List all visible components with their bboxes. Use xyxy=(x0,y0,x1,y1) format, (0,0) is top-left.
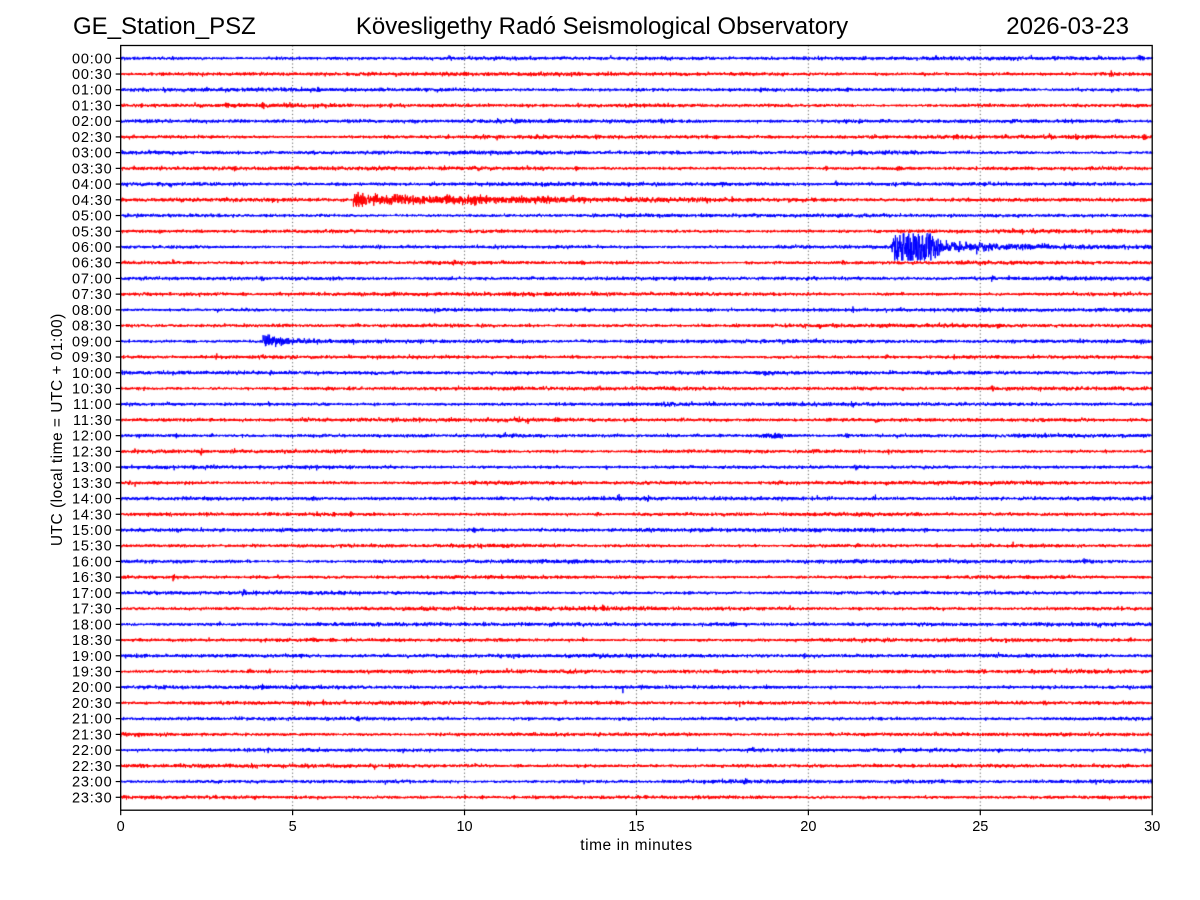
svg-text:03:30: 03:30 xyxy=(72,161,113,177)
svg-text:21:30: 21:30 xyxy=(72,727,113,743)
svg-text:22:00: 22:00 xyxy=(72,743,113,759)
svg-text:17:30: 17:30 xyxy=(72,602,113,618)
svg-text:01:30: 01:30 xyxy=(72,98,113,114)
svg-text:06:00: 06:00 xyxy=(72,240,113,256)
svg-text:06:30: 06:30 xyxy=(72,256,113,272)
svg-text:20: 20 xyxy=(800,819,816,835)
svg-text:10: 10 xyxy=(456,819,472,835)
svg-text:05:30: 05:30 xyxy=(72,224,113,240)
svg-text:10:30: 10:30 xyxy=(72,381,113,397)
svg-text:02:30: 02:30 xyxy=(72,130,113,146)
svg-text:03:00: 03:00 xyxy=(72,146,113,162)
svg-text:09:00: 09:00 xyxy=(72,334,113,350)
svg-text:11:00: 11:00 xyxy=(73,397,112,413)
svg-text:16:30: 16:30 xyxy=(72,570,113,586)
svg-text:07:30: 07:30 xyxy=(72,287,113,303)
svg-text:19:00: 19:00 xyxy=(72,649,113,665)
svg-text:18:00: 18:00 xyxy=(72,617,113,633)
svg-text:5: 5 xyxy=(289,819,297,835)
svg-text:19:30: 19:30 xyxy=(72,664,113,680)
svg-text:30: 30 xyxy=(1144,819,1160,835)
svg-text:05:00: 05:00 xyxy=(72,209,113,225)
svg-text:04:30: 04:30 xyxy=(72,193,113,209)
svg-text:02:00: 02:00 xyxy=(72,114,113,130)
svg-text:18:30: 18:30 xyxy=(72,633,113,649)
svg-text:15:30: 15:30 xyxy=(72,539,113,555)
svg-text:0: 0 xyxy=(117,819,125,835)
svg-text:14:00: 14:00 xyxy=(72,492,113,508)
svg-text:00:00: 00:00 xyxy=(72,51,113,67)
svg-text:UTC (local time = UTC + 01:00): UTC (local time = UTC + 01:00) xyxy=(49,313,66,546)
svg-text:23:30: 23:30 xyxy=(72,790,113,806)
svg-text:09:30: 09:30 xyxy=(72,350,113,366)
svg-text:04:00: 04:00 xyxy=(72,177,113,193)
svg-text:12:30: 12:30 xyxy=(72,444,113,460)
svg-text:2026-03-23: 2026-03-23 xyxy=(1006,13,1129,40)
svg-text:13:30: 13:30 xyxy=(72,476,113,492)
svg-text:15:00: 15:00 xyxy=(72,523,113,539)
svg-text:11:30: 11:30 xyxy=(73,413,112,429)
svg-text:Kövesligethy Radó Seismologica: Kövesligethy Radó Seismological Observat… xyxy=(356,13,848,40)
svg-text:10:00: 10:00 xyxy=(72,366,113,382)
svg-text:12:00: 12:00 xyxy=(72,429,113,445)
svg-text:20:00: 20:00 xyxy=(72,680,113,696)
svg-text:25: 25 xyxy=(972,819,988,835)
svg-text:21:00: 21:00 xyxy=(72,712,113,728)
svg-text:16:00: 16:00 xyxy=(72,554,113,570)
svg-text:07:00: 07:00 xyxy=(72,271,113,287)
svg-text:08:00: 08:00 xyxy=(72,303,113,319)
svg-text:time in minutes: time in minutes xyxy=(580,837,692,854)
svg-text:01:00: 01:00 xyxy=(72,83,113,99)
svg-text:GE_Station_PSZ: GE_Station_PSZ xyxy=(73,13,256,40)
svg-text:22:30: 22:30 xyxy=(72,759,113,775)
svg-text:15: 15 xyxy=(628,819,644,835)
svg-text:20:30: 20:30 xyxy=(72,696,113,712)
svg-text:13:00: 13:00 xyxy=(72,460,113,476)
svg-text:08:30: 08:30 xyxy=(72,319,113,335)
svg-text:17:00: 17:00 xyxy=(72,586,113,602)
svg-text:14:30: 14:30 xyxy=(72,507,113,523)
svg-text:23:00: 23:00 xyxy=(72,775,113,791)
svg-text:00:30: 00:30 xyxy=(72,67,113,83)
